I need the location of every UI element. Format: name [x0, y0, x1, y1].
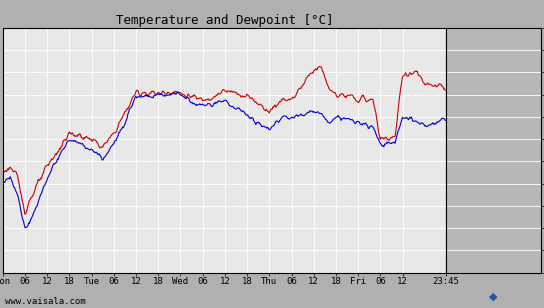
Text: ◆: ◆	[490, 291, 498, 301]
Title: Temperature and Dewpoint [°C]: Temperature and Dewpoint [°C]	[116, 14, 333, 26]
Text: www.vaisala.com: www.vaisala.com	[5, 298, 86, 306]
